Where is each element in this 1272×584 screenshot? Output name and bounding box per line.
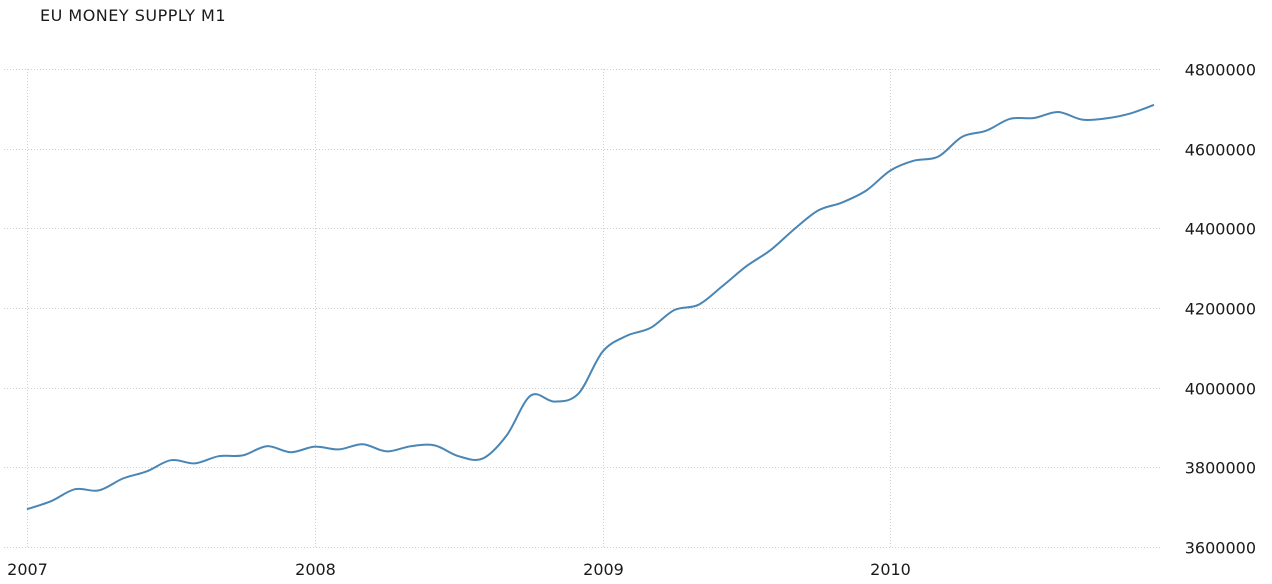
y-tick-label: 4000000 (1185, 380, 1256, 399)
data-point (911, 158, 917, 164)
y-axis: 3600000 3800000 4000000 4200000 4400000 46000… (1185, 61, 1256, 558)
data-point (72, 486, 78, 492)
data-point (144, 468, 150, 474)
data-point (695, 302, 701, 308)
y-tick-label: 4800000 (1185, 61, 1256, 80)
data-point (288, 449, 294, 455)
data-point (432, 442, 438, 448)
x-tick-label: 2009 (583, 560, 624, 579)
data-point (264, 443, 270, 449)
y-tick-label: 3600000 (1185, 539, 1256, 558)
data-point (24, 506, 30, 512)
data-point (408, 443, 414, 449)
data-point (743, 263, 749, 269)
data-point (1031, 115, 1037, 121)
data-point (528, 393, 534, 399)
data-point (336, 446, 342, 452)
data-point (312, 444, 318, 450)
data-point (671, 307, 677, 313)
data-point (719, 283, 725, 289)
data-point (863, 188, 869, 194)
data-point (791, 226, 797, 232)
data-point (168, 457, 174, 463)
series-line (26, 103, 1155, 511)
data-point (815, 207, 821, 213)
data-point (384, 448, 390, 454)
series-layer (24, 102, 1157, 512)
data-point (360, 441, 366, 447)
data-point (192, 460, 198, 466)
chart-title: EU MONEY SUPPLY M1 (40, 6, 227, 25)
x-tick-label: 2010 (870, 560, 911, 579)
data-point (1079, 117, 1085, 123)
data-point (839, 199, 845, 205)
data-point (576, 391, 582, 397)
data-point (1055, 109, 1061, 115)
data-point (983, 128, 989, 134)
data-point (1151, 102, 1157, 108)
data-point (624, 333, 630, 339)
data-point (600, 349, 606, 355)
data-point (887, 168, 893, 174)
y-tick-label: 3800000 (1185, 459, 1256, 478)
x-axis: 2007 2008 2009 2010 (7, 560, 911, 579)
data-point (120, 476, 126, 482)
x-tick-label: 2008 (295, 560, 336, 579)
x-tick-label: 2007 (7, 560, 48, 579)
data-point (456, 453, 462, 459)
data-point (935, 154, 941, 160)
data-point (96, 487, 102, 493)
data-point (1127, 111, 1133, 117)
data-point (48, 498, 54, 504)
data-point (1103, 115, 1109, 121)
data-point (504, 433, 510, 439)
data-point (216, 453, 222, 459)
data-point (1007, 116, 1013, 122)
data-point (648, 325, 654, 331)
data-point (959, 134, 965, 140)
y-tick-label: 4400000 (1185, 220, 1256, 239)
data-point (767, 247, 773, 253)
y-tick-label: 4200000 (1185, 300, 1256, 319)
data-point (240, 452, 246, 458)
data-point (480, 456, 486, 462)
data-point (552, 399, 558, 405)
grid-layer (4, 69, 1160, 548)
y-tick-label: 4600000 (1185, 141, 1256, 160)
